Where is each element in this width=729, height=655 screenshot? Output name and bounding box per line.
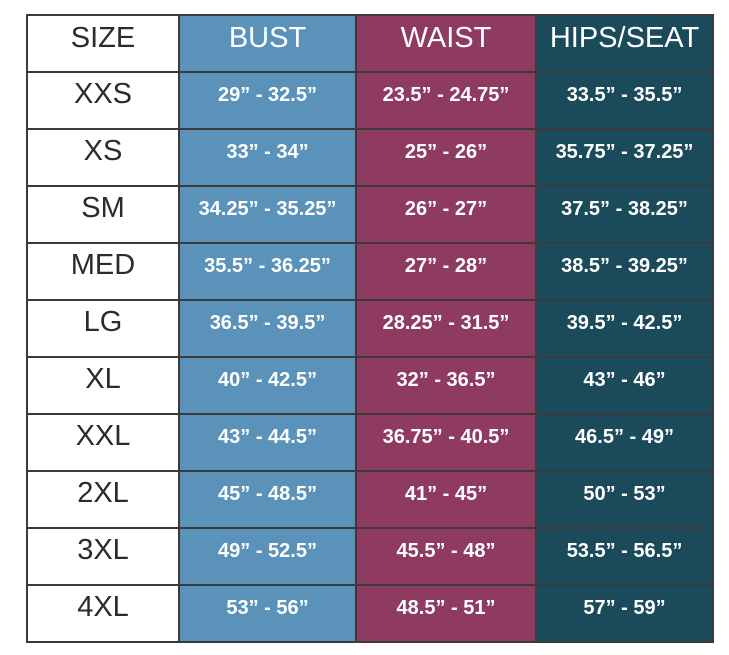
table-row-xs: XS 33” - 34” 25” - 26” 35.75” - 37.25” <box>26 128 714 187</box>
table-row-xxs: XXS 29” - 32.5” 23.5” - 24.75” 33.5” - 3… <box>26 71 714 130</box>
hips-seat-value: 57” - 59” <box>535 584 714 643</box>
waist-value: 26” - 27” <box>355 185 537 244</box>
size-label: 2XL <box>26 470 180 529</box>
column-header-waist: WAIST <box>355 14 537 73</box>
bust-value: 36.5” - 39.5” <box>178 299 357 358</box>
size-label: MED <box>26 242 180 301</box>
table-row-lg: LG 36.5” - 39.5” 28.25” - 31.5” 39.5” - … <box>26 299 714 358</box>
size-label: XXS <box>26 71 180 130</box>
table-row-3xl: 3XL 49” - 52.5” 45.5” - 48” 53.5” - 56.5… <box>26 527 714 586</box>
bust-value: 40” - 42.5” <box>178 356 357 415</box>
waist-value: 36.75” - 40.5” <box>355 413 537 472</box>
table-row-2xl: 2XL 45” - 48.5” 41” - 45” 50” - 53” <box>26 470 714 529</box>
waist-value: 25” - 26” <box>355 128 537 187</box>
hips-seat-value: 46.5” - 49” <box>535 413 714 472</box>
hips-seat-value: 43” - 46” <box>535 356 714 415</box>
bust-value: 34.25” - 35.25” <box>178 185 357 244</box>
waist-value: 41” - 45” <box>355 470 537 529</box>
hips-seat-value: 33.5” - 35.5” <box>535 71 714 130</box>
bust-value: 49” - 52.5” <box>178 527 357 586</box>
waist-value: 45.5” - 48” <box>355 527 537 586</box>
waist-value: 27” - 28” <box>355 242 537 301</box>
bust-value: 29” - 32.5” <box>178 71 357 130</box>
bust-value: 33” - 34” <box>178 128 357 187</box>
hips-seat-value: 39.5” - 42.5” <box>535 299 714 358</box>
size-label: 3XL <box>26 527 180 586</box>
hips-seat-value: 53.5” - 56.5” <box>535 527 714 586</box>
size-label: SM <box>26 185 180 244</box>
table-row-4xl: 4XL 53” - 56” 48.5” - 51” 57” - 59” <box>26 584 714 643</box>
column-header-size: SIZE <box>26 14 180 73</box>
bust-value: 45” - 48.5” <box>178 470 357 529</box>
waist-value: 23.5” - 24.75” <box>355 71 537 130</box>
size-label: XL <box>26 356 180 415</box>
hips-seat-value: 35.75” - 37.25” <box>535 128 714 187</box>
size-label: XXL <box>26 413 180 472</box>
waist-value: 28.25” - 31.5” <box>355 299 537 358</box>
table-row-xxl: XXL 43” - 44.5” 36.75” - 40.5” 46.5” - 4… <box>26 413 714 472</box>
size-label: 4XL <box>26 584 180 643</box>
hips-seat-value: 37.5” - 38.25” <box>535 185 714 244</box>
header-row: SIZE BUST WAIST HIPS/SEAT <box>26 14 714 73</box>
size-label: XS <box>26 128 180 187</box>
waist-value: 48.5” - 51” <box>355 584 537 643</box>
size-chart-table: SIZE BUST WAIST HIPS/SEAT XXS 29” - 32.5… <box>26 14 714 643</box>
bust-value: 43” - 44.5” <box>178 413 357 472</box>
waist-value: 32” - 36.5” <box>355 356 537 415</box>
hips-seat-value: 50” - 53” <box>535 470 714 529</box>
size-label: LG <box>26 299 180 358</box>
table-row-xl: XL 40” - 42.5” 32” - 36.5” 43” - 46” <box>26 356 714 415</box>
hips-seat-value: 38.5” - 39.25” <box>535 242 714 301</box>
bust-value: 53” - 56” <box>178 584 357 643</box>
bust-value: 35.5” - 36.25” <box>178 242 357 301</box>
column-header-hips-seat: HIPS/SEAT <box>535 14 714 73</box>
column-header-bust: BUST <box>178 14 357 73</box>
table-row-med: MED 35.5” - 36.25” 27” - 28” 38.5” - 39.… <box>26 242 714 301</box>
table-row-sm: SM 34.25” - 35.25” 26” - 27” 37.5” - 38.… <box>26 185 714 244</box>
